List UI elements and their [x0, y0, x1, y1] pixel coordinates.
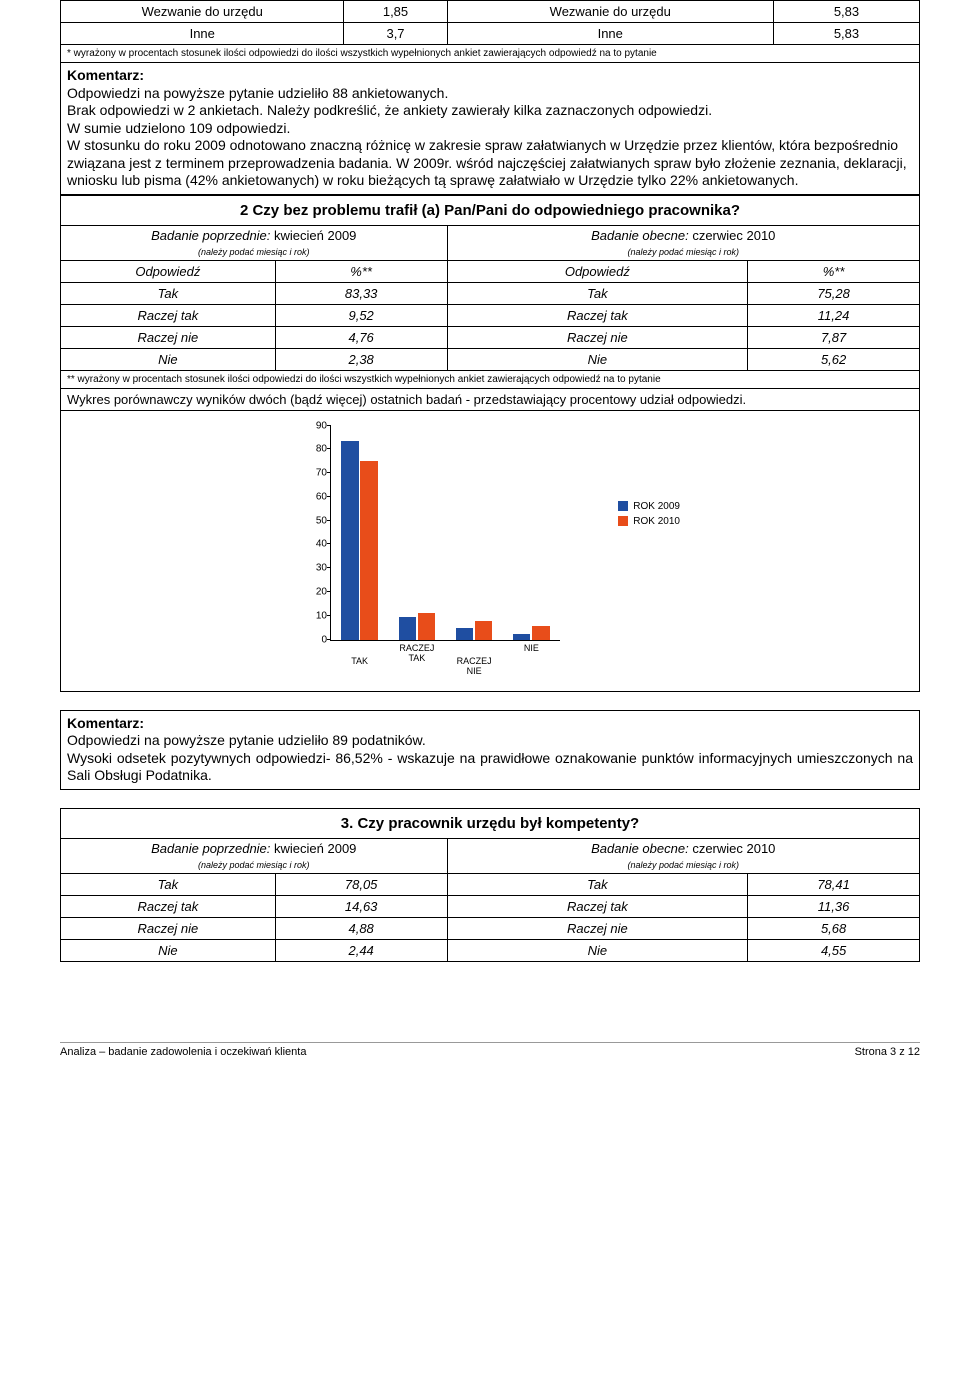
- cell: 4,88: [275, 917, 447, 939]
- chart-legend: ROK 2009ROK 2010: [618, 501, 680, 531]
- table-row: Wezwanie do urzędu 1,85 Wezwanie do urzę…: [61, 1, 920, 23]
- colhead: Odpowiedź: [447, 260, 748, 282]
- table-row: Inne 3,7 Inne 5,83: [61, 23, 920, 45]
- table-row: Nie 2,38 Nie 5,62: [61, 348, 920, 370]
- study-prev-note: (należy podać miesiąc i rok): [198, 247, 310, 257]
- cell: Raczej nie: [447, 917, 748, 939]
- cell: Tak: [447, 282, 748, 304]
- study-prev-month: kwiecień 2009: [270, 841, 356, 856]
- commentary-line: W sumie udzielono 109 odpowiedzi.: [67, 120, 913, 138]
- table-row: Tak 78,05 Tak 78,41: [61, 873, 920, 895]
- table-row: Raczej nie 4,76 Raczej nie 7,87: [61, 326, 920, 348]
- cell: Raczej nie: [61, 917, 276, 939]
- colhead: %**: [275, 260, 447, 282]
- commentary-line: Odpowiedzi na powyższe pytanie udzieliło…: [67, 732, 913, 750]
- study-curr-label: Badanie obecne:: [591, 841, 689, 856]
- bar-chart: 0102030405060708090TAKRACZEJ TAKRACZEJ N…: [300, 421, 680, 671]
- cell: Raczej tak: [61, 895, 276, 917]
- cell: 5,68: [748, 917, 920, 939]
- cell: Tak: [61, 282, 276, 304]
- q2-title: 2 Czy bez problemu trafił (a) Pan/Pani d…: [61, 195, 920, 225]
- cell: Raczej tak: [447, 304, 748, 326]
- commentary-heading: Komentarz:: [67, 67, 913, 85]
- cell: 78,41: [748, 873, 920, 895]
- cell: 11,36: [748, 895, 920, 917]
- study-prev-month: kwiecień 2009: [270, 228, 356, 243]
- footnote: * wyrażony w procentach stosunek ilości …: [61, 45, 920, 63]
- study-curr-month: czerwiec 2010: [689, 228, 776, 243]
- cell: 78,05: [275, 873, 447, 895]
- cell: 4,76: [275, 326, 447, 348]
- study-prev-label: Badanie poprzednie:: [151, 841, 270, 856]
- colhead: Odpowiedź: [61, 260, 276, 282]
- cell: Raczej tak: [61, 304, 276, 326]
- cell: 83,33: [275, 282, 447, 304]
- table-row: Raczej tak 9,52 Raczej tak 11,24: [61, 304, 920, 326]
- study-curr-note: (należy podać miesiąc i rok): [628, 860, 740, 870]
- study-prev-label: Badanie poprzednie:: [151, 228, 270, 243]
- footer-left: Analiza – badanie zadowolenia i oczekiwa…: [60, 1046, 306, 1058]
- cell: 3,7: [344, 23, 447, 45]
- cell: 7,87: [748, 326, 920, 348]
- commentary-line: Odpowiedzi na powyższe pytanie udzieliło…: [67, 85, 913, 103]
- cell: Inne: [447, 23, 773, 45]
- cell: Raczej nie: [61, 326, 276, 348]
- commentary-block: Komentarz: Odpowiedzi na powyższe pytani…: [60, 63, 920, 195]
- cell: 2,38: [275, 348, 447, 370]
- cell: 11,24: [748, 304, 920, 326]
- cell: Nie: [61, 348, 276, 370]
- cell: 9,52: [275, 304, 447, 326]
- footer-right: Strona 3 z 12: [855, 1046, 920, 1058]
- q3-table: 3. Czy pracownik urzędu był kompetenty? …: [60, 808, 920, 962]
- cell: 5,62: [748, 348, 920, 370]
- cell: 2,44: [275, 939, 447, 961]
- footnote: ** wyrażony w procentach stosunek ilości…: [61, 370, 920, 388]
- cell: 5,83: [773, 1, 919, 23]
- commentary-heading: Komentarz:: [67, 715, 913, 733]
- table-row: Tak 83,33 Tak 75,28: [61, 282, 920, 304]
- cell: 14,63: [275, 895, 447, 917]
- study-curr-note: (należy podać miesiąc i rok): [628, 247, 740, 257]
- study-prev-note: (należy podać miesiąc i rok): [198, 860, 310, 870]
- q2-table: 2 Czy bez problemu trafił (a) Pan/Pani d…: [60, 195, 920, 692]
- cell: Nie: [61, 939, 276, 961]
- study-curr-month: czerwiec 2010: [689, 841, 776, 856]
- cell: Tak: [447, 873, 748, 895]
- cell: Raczej nie: [447, 326, 748, 348]
- colhead: %**: [748, 260, 920, 282]
- study-curr-label: Badanie obecne:: [591, 228, 689, 243]
- cell: Wezwanie do urzędu: [447, 1, 773, 23]
- cell: Nie: [447, 348, 748, 370]
- table-row: Nie 2,44 Nie 4,55: [61, 939, 920, 961]
- cell: Raczej tak: [447, 895, 748, 917]
- cell: Inne: [61, 23, 344, 45]
- q3-title: 3. Czy pracownik urzędu był kompetenty?: [61, 808, 920, 838]
- cell: Tak: [61, 873, 276, 895]
- cell: 5,83: [773, 23, 919, 45]
- top-table: Wezwanie do urzędu 1,85 Wezwanie do urzę…: [60, 0, 920, 63]
- page-footer: Analiza – badanie zadowolenia i oczekiwa…: [60, 1042, 920, 1058]
- commentary-line: W stosunku do roku 2009 odnotowano znacz…: [67, 137, 913, 190]
- cell: 1,85: [344, 1, 447, 23]
- cell: 75,28: [748, 282, 920, 304]
- compare-note: Wykres porównawczy wyników dwóch (bądź w…: [61, 388, 920, 410]
- table-row: Raczej tak 14,63 Raczej tak 11,36: [61, 895, 920, 917]
- commentary-block: Komentarz: Odpowiedzi na powyższe pytani…: [60, 710, 920, 790]
- table-row: Raczej nie 4,88 Raczej nie 5,68: [61, 917, 920, 939]
- commentary-line: Brak odpowiedzi w 2 ankietach. Należy po…: [67, 102, 913, 120]
- commentary-line: Wysoki odsetek pozytywnych odpowiedzi- 8…: [67, 750, 913, 785]
- cell: Wezwanie do urzędu: [61, 1, 344, 23]
- cell: Nie: [447, 939, 748, 961]
- cell: 4,55: [748, 939, 920, 961]
- chart-container: 0102030405060708090TAKRACZEJ TAKRACZEJ N…: [61, 411, 919, 691]
